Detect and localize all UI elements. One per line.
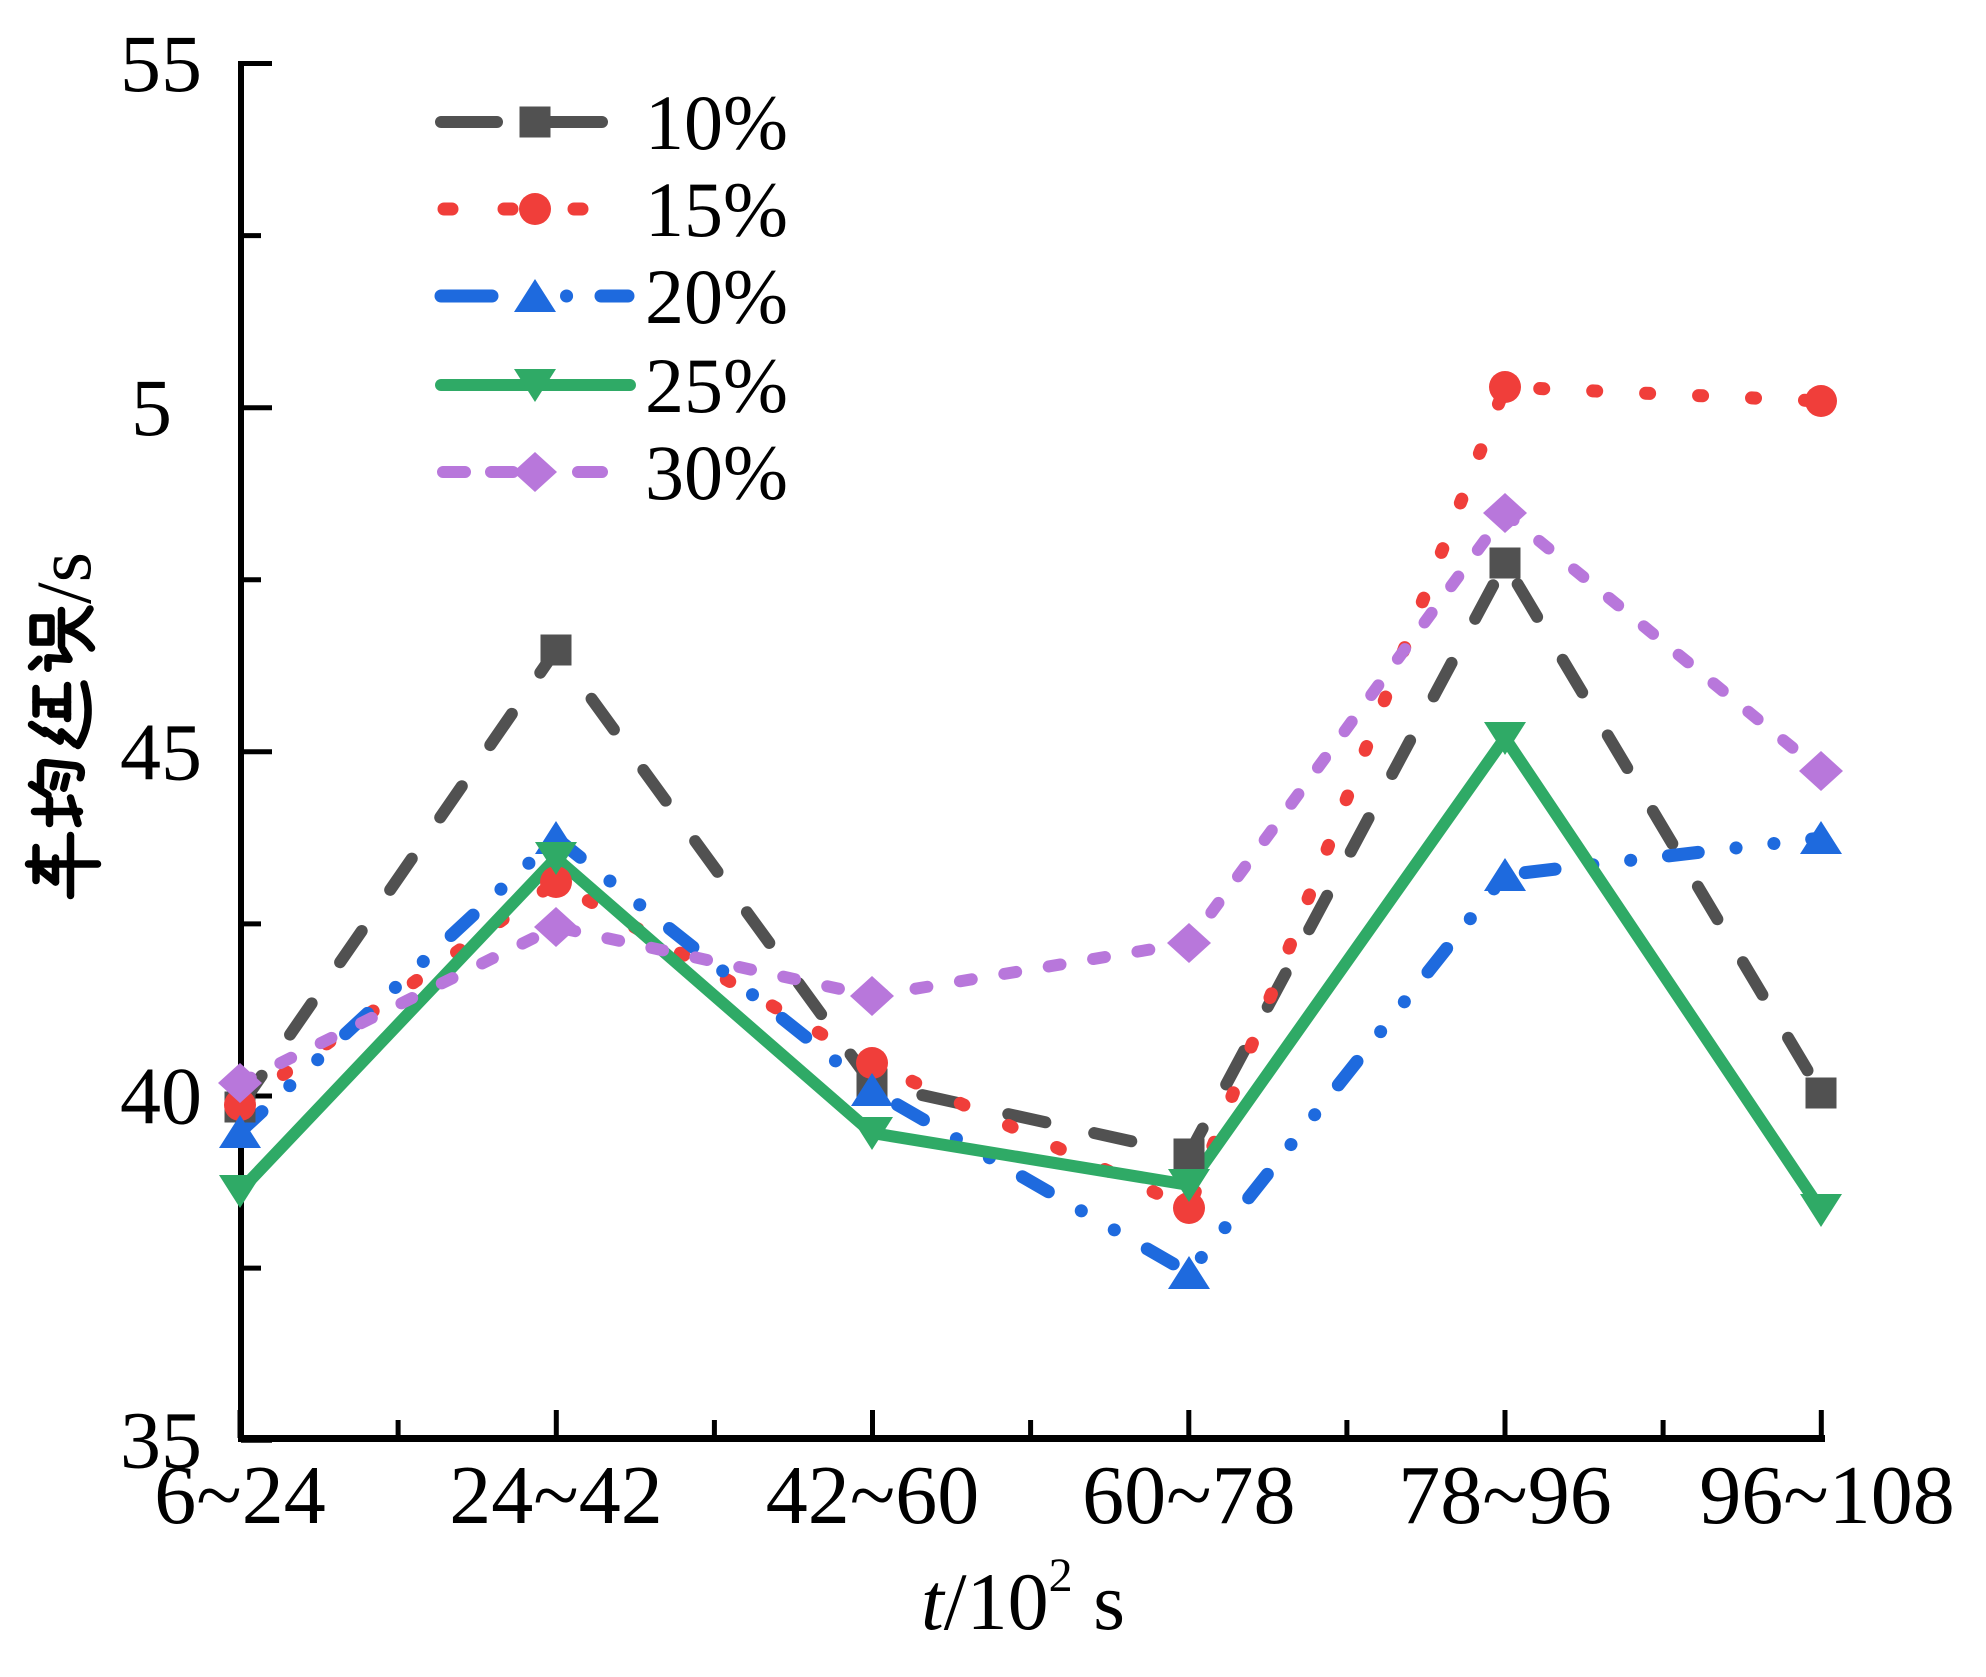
svg-text:/s: /s — [20, 552, 107, 604]
svg-text:55: 55 — [120, 18, 202, 109]
svg-text:20%: 20% — [645, 253, 788, 340]
svg-text:5: 5 — [131, 362, 172, 453]
svg-text:6~24: 6~24 — [154, 1449, 325, 1542]
svg-text:78~96: 78~96 — [1398, 1449, 1611, 1542]
svg-text:10%: 10% — [645, 79, 788, 166]
svg-text:25%: 25% — [645, 342, 788, 429]
svg-text:40: 40 — [120, 1051, 202, 1142]
svg-text:60~78: 60~78 — [1082, 1449, 1295, 1542]
svg-text:42~60: 42~60 — [766, 1449, 979, 1542]
svg-text:24~42: 24~42 — [449, 1449, 662, 1542]
svg-text:96~108: 96~108 — [1699, 1449, 1954, 1542]
svg-text:15%: 15% — [645, 166, 788, 253]
svg-text:45: 45 — [120, 706, 202, 797]
svg-text:35: 35 — [120, 1395, 202, 1486]
svg-text:30%: 30% — [645, 429, 788, 516]
svg-text:t/102 s: t/102 s — [921, 1549, 1125, 1647]
